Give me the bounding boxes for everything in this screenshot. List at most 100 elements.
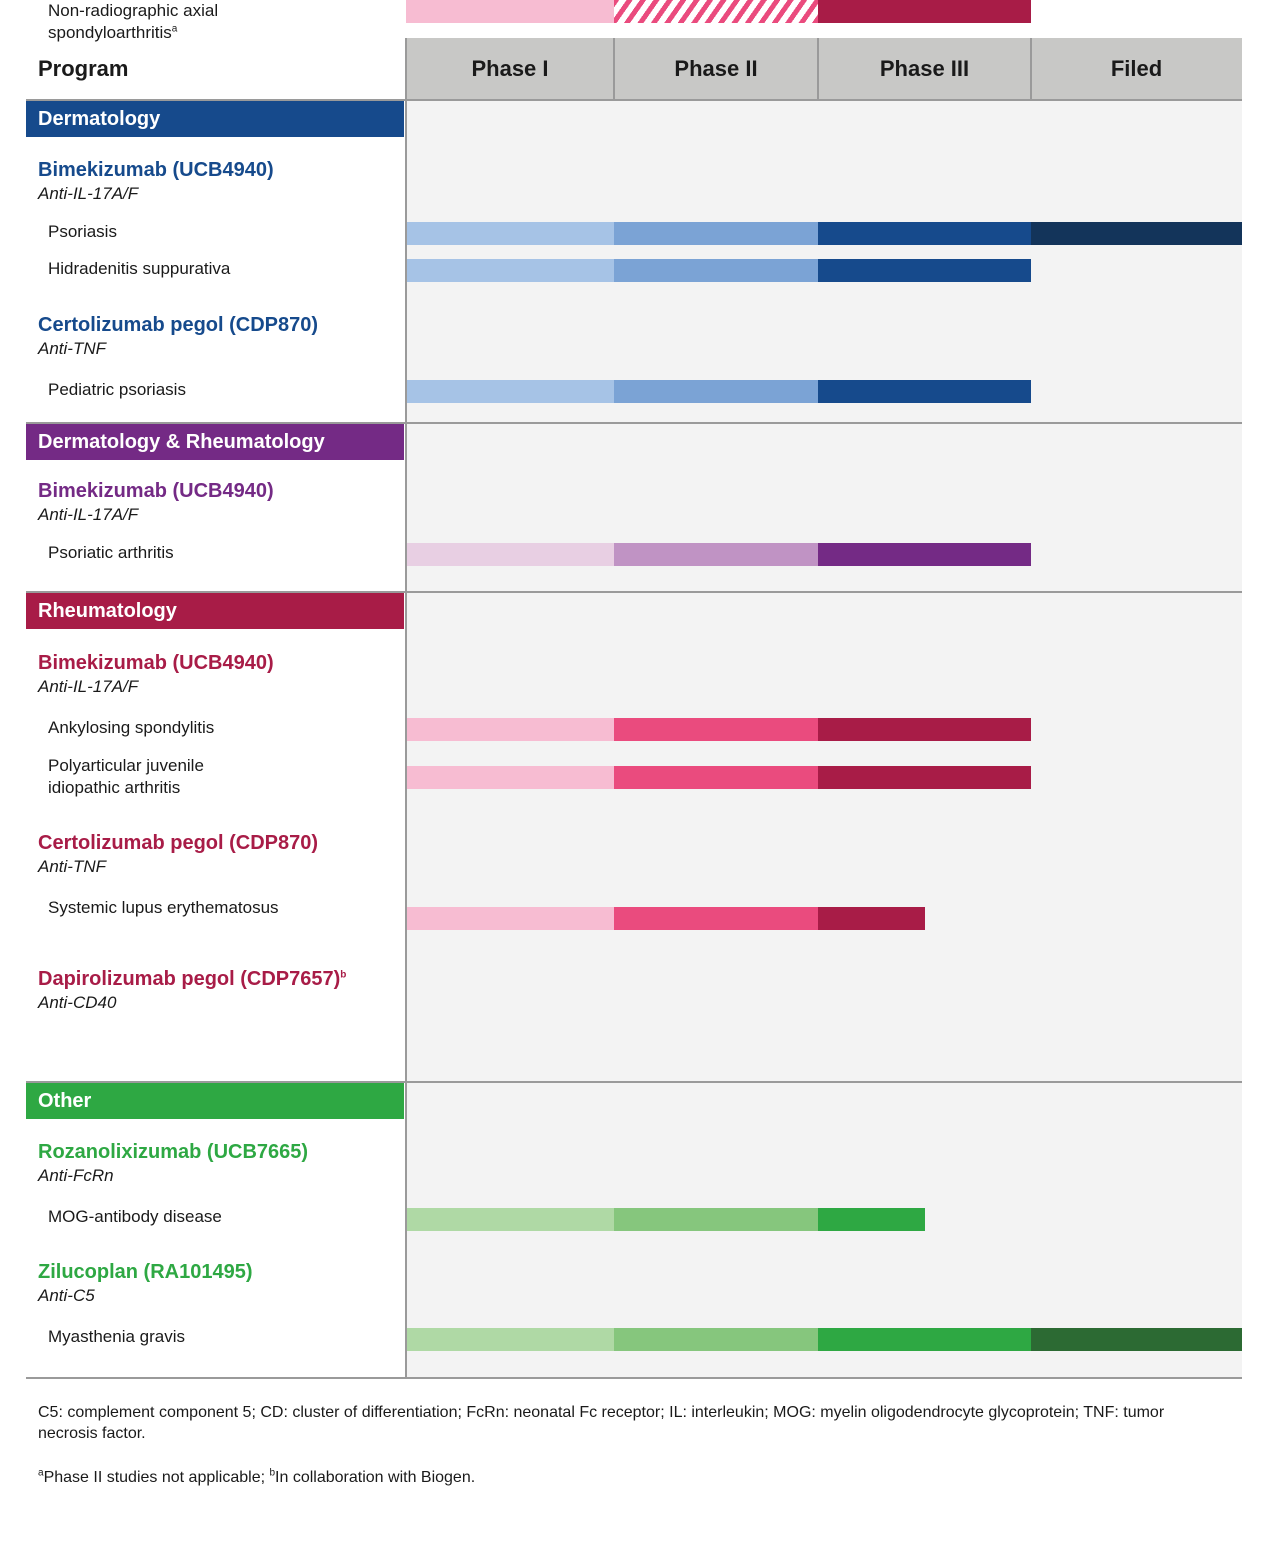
- indication-label: Myasthenia gravis: [48, 1326, 185, 1348]
- drug-target: Anti-IL-17A/F: [38, 505, 139, 524]
- category-band: Other: [26, 1083, 404, 1119]
- indication-label: Ankylosing spondylitis: [48, 717, 214, 739]
- drug-name: Dapirolizumab pegol (CDP7657)b: [38, 968, 346, 991]
- bar-segment-filed: [1031, 222, 1242, 245]
- bar-segment-phase-iii: [818, 1208, 925, 1231]
- drug-name: Certolizumab pegol (CDP870): [38, 314, 318, 337]
- indication-line: Hidradenitis suppurativa: [48, 258, 230, 280]
- bar-segment-filed: [1031, 1328, 1242, 1351]
- indication-line: Myasthenia gravis: [48, 1326, 185, 1348]
- bar-segment-phase-i: [406, 718, 614, 741]
- bar-segment-phase-i: [406, 1208, 614, 1231]
- drug-name: Bimekizumab (UCB4940): [38, 159, 274, 182]
- indication-text: Ankylosing spondylitis: [48, 718, 215, 737]
- indication-line: Polyarticular juvenile: [48, 755, 204, 777]
- indication-label: Psoriasis: [48, 221, 117, 243]
- drug-name-text: Certolizumab pegol (CDP870): [38, 314, 319, 336]
- category-band: Rheumatology: [26, 593, 404, 629]
- indication-text: MOG-antibody disease: [48, 1207, 222, 1226]
- bar-segment-phase-iii: [818, 259, 1031, 282]
- drug-name-text: Rozanolixizumab (UCB7665): [38, 1141, 309, 1163]
- indication-text: Systemic lupus erythematosus: [48, 898, 279, 917]
- phase-header-phase-ii: Phase II: [614, 38, 818, 100]
- phase-header-filed: Filed: [1031, 38, 1242, 100]
- drug-name-text: Bimekizumab (UCB4940): [38, 159, 274, 181]
- indication-line: idiopathic arthritis: [48, 777, 204, 799]
- phase-header-phase-iii: Phase III: [818, 38, 1031, 100]
- footnote-marker: b: [269, 1467, 276, 1479]
- phase-header-phase-i: Phase I: [406, 38, 614, 100]
- footnote-marker: a: [38, 1467, 44, 1479]
- notes-footnote: aPhase II studies not applicable; bIn co…: [38, 1467, 1218, 1488]
- drug-name-text: Bimekizumab (UCB4940): [38, 480, 274, 502]
- bar-segment-phase-iii: [818, 766, 1031, 789]
- indication-text: Myasthenia gravis: [48, 1327, 186, 1346]
- drug-name: Bimekizumab (UCB4940): [38, 480, 274, 503]
- bar-segment-phase-ii: [614, 718, 818, 741]
- footnote-marker: b: [340, 969, 347, 981]
- indication-line: spondyloarthritisa: [48, 22, 218, 44]
- indication-line: Systemic lupus erythematosus: [48, 897, 279, 919]
- indication-line: Ankylosing spondylitis: [48, 717, 214, 739]
- indication-text: idiopathic arthritis: [48, 778, 181, 797]
- drug-name: Bimekizumab (UCB4940): [38, 652, 274, 675]
- category-divider: [26, 1081, 1242, 1083]
- footnote-text: Phase II studies not applicable;: [43, 1469, 270, 1486]
- bar-segment-phase-ii: [614, 1208, 818, 1231]
- drug-target: Anti-TNF: [38, 339, 106, 358]
- bar-segment-phase-i: [406, 1328, 614, 1351]
- bar-segment-phase-i: [406, 259, 614, 282]
- drug-name-text: Dapirolizumab pegol (CDP7657): [38, 968, 341, 990]
- bar-segment-phase-i: [406, 222, 614, 245]
- bar-segment-phase-ii: [614, 907, 818, 930]
- drug-target: Anti-IL-17A/F: [38, 184, 139, 203]
- category-divider: [26, 422, 1242, 424]
- bar-segment-phase-ii: [614, 222, 818, 245]
- bar-segment-phase-i: [406, 380, 614, 403]
- bar-segment-phase-ii: [614, 543, 818, 566]
- indication-text: spondyloarthritis: [48, 23, 172, 42]
- footnote-marker: a: [171, 23, 178, 35]
- bar-segment-phase-iii: [818, 0, 1031, 23]
- indication-label: Non-radiographic axial spondyloarthritisa: [48, 0, 218, 44]
- bar-segment-phase-iii: [818, 907, 925, 930]
- indication-label: Pediatric psoriasis: [48, 379, 186, 401]
- indication-label: Psoriatic arthritis: [48, 542, 174, 564]
- indication-text: Hidradenitis suppurativa: [48, 259, 231, 278]
- category-band: Dermatology & Rheumatology: [26, 424, 404, 460]
- drug-target: Anti-C5: [38, 1286, 95, 1305]
- bar-segment-phase-iii: [818, 222, 1031, 245]
- header-divider: [26, 99, 1242, 101]
- drug-name-text: Certolizumab pegol (CDP870): [38, 832, 319, 854]
- indication-line: Psoriasis: [48, 221, 117, 243]
- drug-target: Anti-CD40: [38, 993, 117, 1012]
- drug-target: Anti-TNF: [38, 857, 106, 876]
- indication-line: Pediatric psoriasis: [48, 379, 186, 401]
- phase-divider: [1030, 38, 1032, 100]
- indication-line: Psoriatic arthritis: [48, 542, 174, 564]
- indication-line: MOG-antibody disease: [48, 1206, 222, 1228]
- category-divider: [26, 591, 1242, 593]
- bar-segment-phase-ii: [614, 1328, 818, 1351]
- phase-divider: [613, 38, 615, 100]
- category-band: Dermatology: [26, 101, 404, 137]
- drug-name: Zilucoplan (RA101495): [38, 1261, 253, 1284]
- drug-name: Certolizumab pegol (CDP870): [38, 832, 318, 855]
- drug-name-text: Zilucoplan (RA101495): [38, 1261, 253, 1283]
- footnote-text: In collaboration with Biogen.: [275, 1469, 476, 1486]
- bar-segment-phase-ii: [614, 0, 818, 23]
- drug-target: Anti-IL-17A/F: [38, 677, 139, 696]
- phase-divider: [405, 38, 407, 1378]
- indication-label: Systemic lupus erythematosus: [48, 897, 279, 919]
- indication-line: Non-radiographic axial: [48, 0, 218, 22]
- bar-segment-phase-iii: [818, 380, 1031, 403]
- indication-label: MOG-antibody disease: [48, 1206, 222, 1228]
- drug-name-text: Bimekizumab (UCB4940): [38, 652, 274, 674]
- bar-segment-phase-i: [406, 766, 614, 789]
- bar-segment-phase-ii: [614, 766, 818, 789]
- indication-text: Non-radiographic axial: [48, 1, 219, 20]
- bar-segment-phase-iii: [818, 1328, 1031, 1351]
- indication-text: Psoriatic arthritis: [48, 543, 174, 562]
- indication-text: Pediatric psoriasis: [48, 380, 186, 399]
